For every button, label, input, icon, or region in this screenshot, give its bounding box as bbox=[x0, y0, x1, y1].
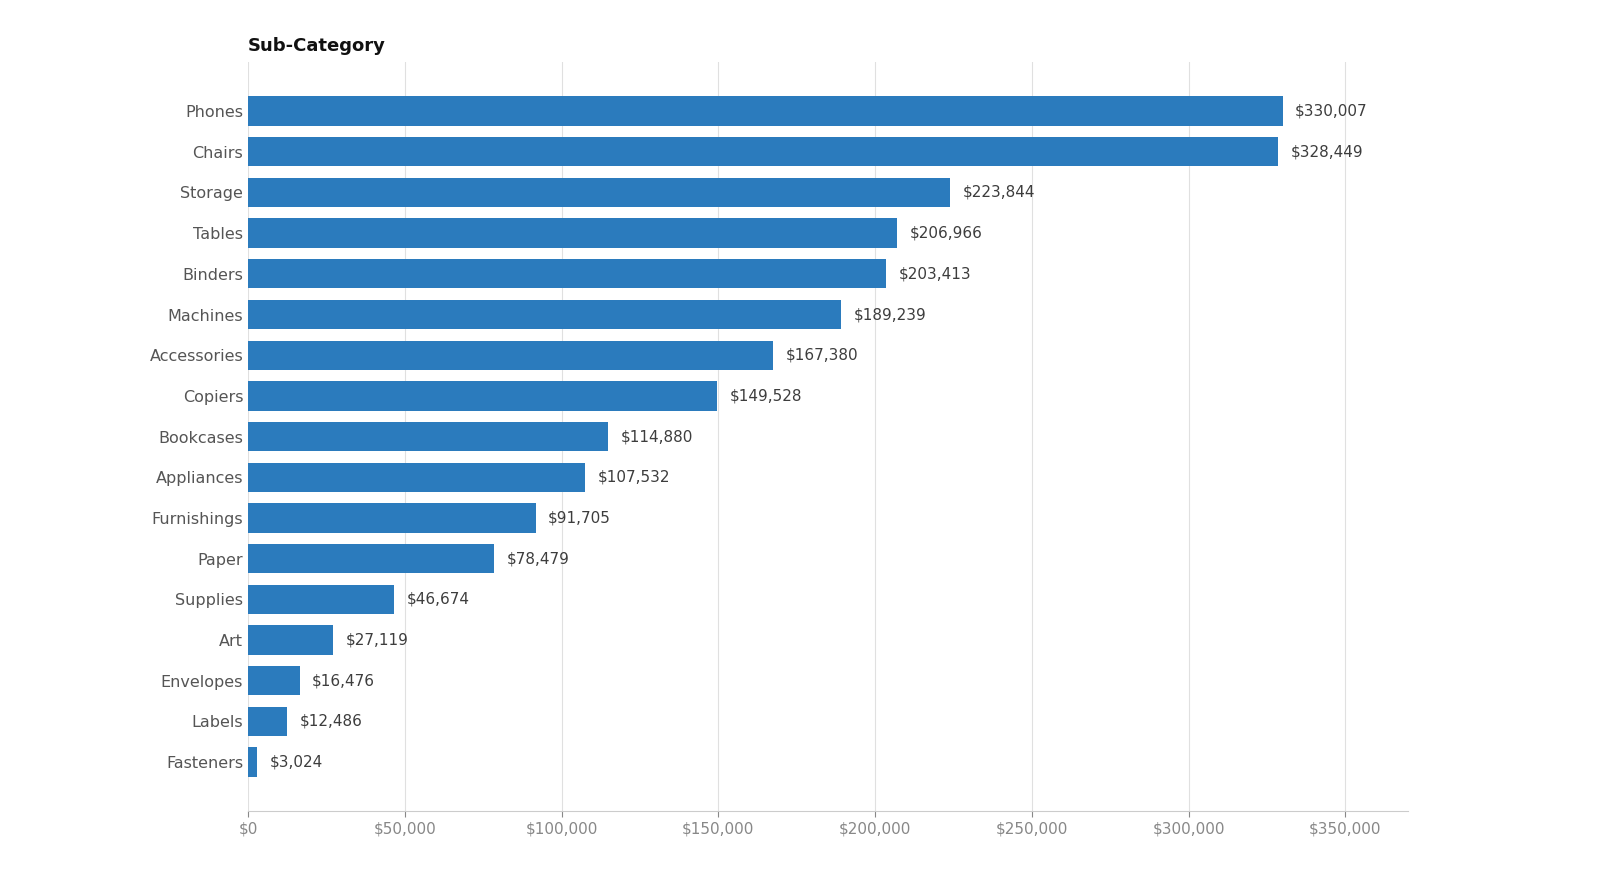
Text: $203,413: $203,413 bbox=[898, 266, 971, 282]
Bar bbox=[248, 748, 258, 777]
Bar bbox=[248, 462, 586, 492]
Text: $223,844: $223,844 bbox=[962, 185, 1035, 200]
Text: $12,486: $12,486 bbox=[299, 714, 363, 729]
Text: $27,119: $27,119 bbox=[346, 633, 408, 648]
Bar bbox=[248, 381, 717, 411]
Text: $107,532: $107,532 bbox=[598, 470, 670, 485]
Text: $3,024: $3,024 bbox=[270, 755, 323, 770]
Text: $328,449: $328,449 bbox=[1290, 144, 1363, 159]
Text: $149,528: $149,528 bbox=[730, 388, 802, 404]
Bar bbox=[248, 666, 299, 695]
Bar bbox=[248, 422, 608, 451]
Text: Sub-Category: Sub-Category bbox=[248, 37, 386, 55]
Text: $91,705: $91,705 bbox=[549, 511, 611, 526]
Bar bbox=[248, 544, 494, 573]
Bar bbox=[248, 259, 886, 289]
Bar bbox=[248, 218, 898, 248]
Text: $167,380: $167,380 bbox=[786, 347, 858, 363]
Bar bbox=[248, 584, 394, 614]
Bar bbox=[248, 503, 536, 533]
Text: $330,007: $330,007 bbox=[1294, 103, 1368, 119]
Bar bbox=[248, 178, 950, 207]
Text: $16,476: $16,476 bbox=[312, 674, 374, 688]
Bar bbox=[248, 96, 1283, 126]
Text: $78,479: $78,479 bbox=[507, 552, 570, 566]
Text: $114,880: $114,880 bbox=[621, 429, 693, 444]
Bar bbox=[248, 340, 773, 370]
Bar bbox=[248, 625, 333, 655]
Bar bbox=[248, 707, 286, 736]
Text: $46,674: $46,674 bbox=[406, 592, 470, 607]
Text: $189,239: $189,239 bbox=[854, 307, 926, 322]
Text: $206,966: $206,966 bbox=[909, 225, 982, 241]
Bar bbox=[248, 300, 842, 329]
Bar bbox=[248, 137, 1278, 167]
